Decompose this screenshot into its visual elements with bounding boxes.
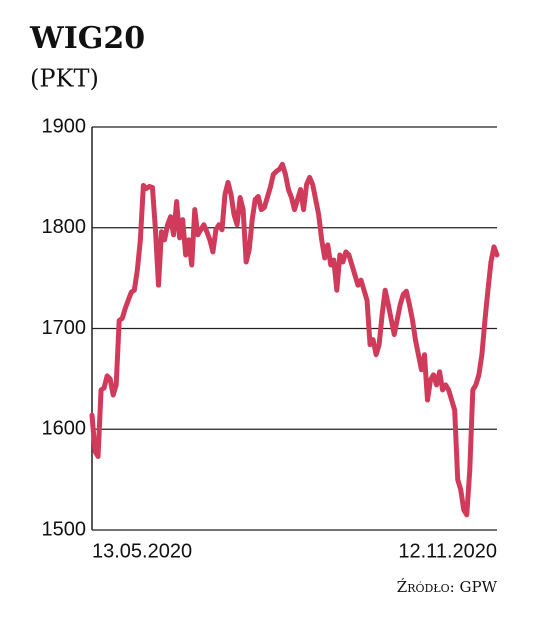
line — [89, 161, 500, 518]
y-tick-label: 1900 — [42, 115, 87, 137]
chart-title: WIG20 — [29, 21, 145, 56]
chart-subtitle: (PKT) — [30, 65, 99, 93]
y-tick-label: 1500 — [42, 518, 87, 540]
x-tick-label: 13.05.2020 — [92, 540, 192, 562]
source: Źródło: GPW — [397, 578, 498, 596]
y-tick-label: 1600 — [42, 418, 87, 440]
y-tick-label: 1700 — [42, 317, 87, 339]
y-tick-label: 1800 — [42, 216, 87, 238]
x-tick-label: 12.11.2020 — [398, 540, 497, 562]
